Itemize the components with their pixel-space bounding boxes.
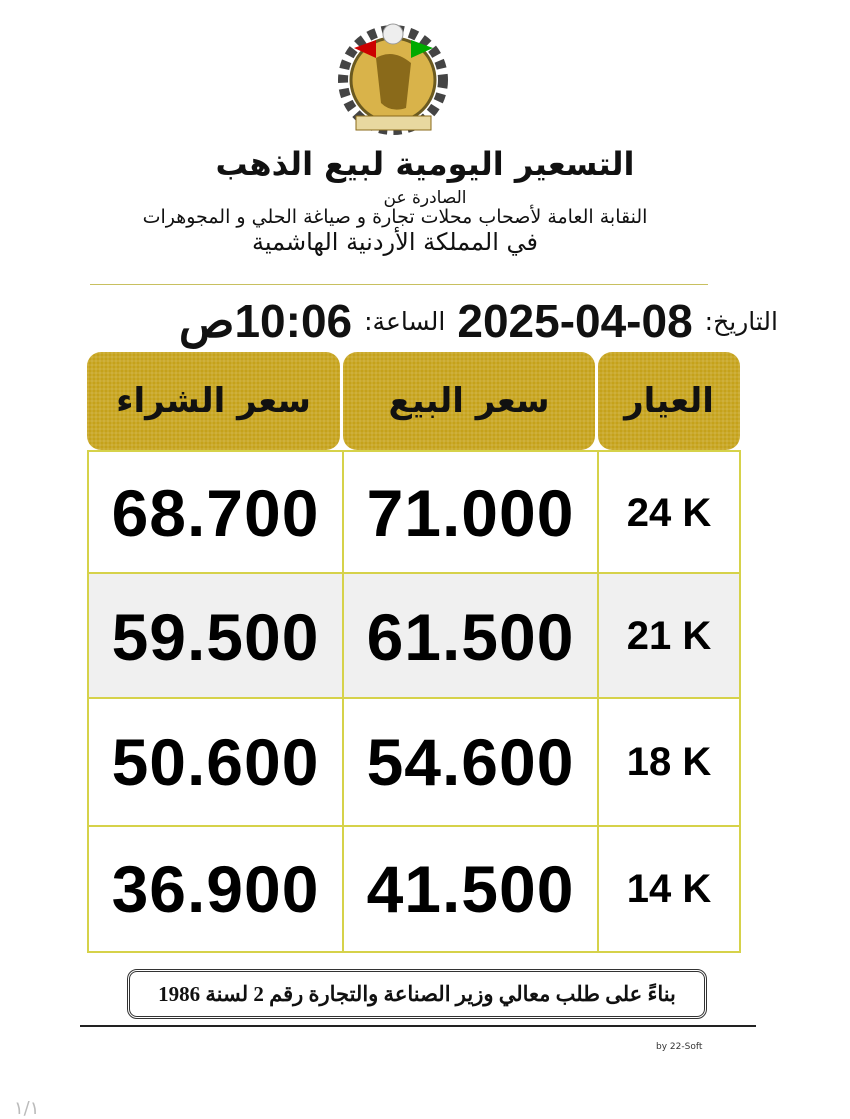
header-buy-price: سعر الشراء bbox=[87, 352, 340, 450]
header-karat: العيار bbox=[598, 352, 740, 450]
buy-price: 68.700 bbox=[89, 452, 344, 574]
sell-price: 61.500 bbox=[344, 574, 599, 699]
ministerial-note: بناءً على طلب معالي وزير الصناعة والتجار… bbox=[127, 969, 707, 1019]
footer-divider bbox=[80, 1025, 756, 1027]
karat: 18 K bbox=[626, 739, 712, 784]
country-name: في المملكة الأردنية الهاشمية bbox=[251, 228, 539, 256]
buy-price: 50.600 bbox=[89, 699, 344, 825]
time-value: 10:06ص bbox=[178, 295, 353, 347]
header-sell-price: سعر البيع bbox=[343, 352, 595, 450]
page-title: التسعير اليومية لبيع الذهب bbox=[215, 145, 635, 183]
buy-price: 36.900 bbox=[89, 827, 344, 951]
karat: 14 K bbox=[626, 866, 712, 911]
date-time-line: التاريخ: 2025-04-08 الساعة: 10:06ص bbox=[78, 293, 778, 349]
organization-name: النقابة العامة لأصحاب محلات تجارة و صياغ… bbox=[142, 206, 648, 228]
date-value: 2025-04-08 bbox=[457, 295, 693, 347]
date-label: التاريخ: bbox=[704, 306, 778, 336]
time-label: الساعة: bbox=[364, 306, 446, 336]
sell-price: 71.000 bbox=[344, 452, 599, 574]
page-indicator: ١/١ bbox=[14, 1098, 40, 1119]
syndicate-logo bbox=[338, 23, 448, 135]
karat: 24 K bbox=[626, 490, 712, 535]
price-table: 68.700 71.000 24 K 59.500 61.500 21 K 50… bbox=[87, 450, 741, 953]
table-row: 59.500 61.500 21 K bbox=[89, 572, 739, 699]
table-row: 50.600 54.600 18 K bbox=[89, 697, 739, 825]
table-row: 36.900 41.500 14 K bbox=[89, 825, 739, 951]
sell-price: 54.600 bbox=[344, 699, 599, 825]
divider bbox=[90, 284, 708, 285]
issued-by: الصادرة عن bbox=[383, 188, 467, 208]
karat: 21 K bbox=[626, 614, 712, 658]
sell-price: 41.500 bbox=[344, 827, 599, 951]
buy-price: 59.500 bbox=[89, 574, 344, 699]
table-row: 68.700 71.000 24 K bbox=[89, 452, 739, 574]
credit: by 22-Soft bbox=[656, 1042, 703, 1052]
